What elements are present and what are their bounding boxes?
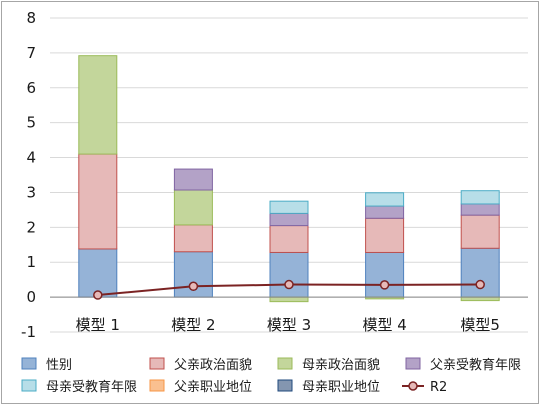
legend-label: 父亲受教育年限 <box>430 357 521 373</box>
bar-segment <box>460 214 500 249</box>
bar-segment <box>269 212 309 227</box>
legend-swatch <box>405 357 421 370</box>
r2-point <box>379 280 390 290</box>
legend-swatch <box>21 357 37 370</box>
legend-marker-swatch <box>408 381 418 391</box>
bar-segment <box>365 217 405 253</box>
legend-swatch <box>21 379 37 392</box>
legend-label: 母亲受教育年限 <box>46 379 137 395</box>
r2-point <box>93 290 103 300</box>
legend-label: 父亲政治面貌 <box>174 358 252 373</box>
y-tick-label: 5 <box>26 114 36 132</box>
bar-segment <box>173 189 213 226</box>
legend-label: 母亲政治面貌 <box>302 358 380 373</box>
bar-segment <box>460 296 500 302</box>
legend-label: 性别 <box>46 358 72 373</box>
bar-segment <box>365 205 405 219</box>
x-axis-category-labels: 模型 1 模型 2 模型 3 模型 4 模型5 <box>76 316 500 334</box>
bar-segment <box>365 251 405 298</box>
x-category-label: 模型 3 <box>267 316 311 334</box>
r2-point <box>284 279 294 290</box>
legend-label: 母亲职业地位 <box>302 380 380 395</box>
legend-label: R2 <box>430 380 447 395</box>
bar-segment <box>173 224 213 253</box>
bar-segment <box>365 192 405 207</box>
bar-segment <box>269 200 309 214</box>
y-tick-label: 0 <box>26 288 36 306</box>
bar-segment <box>460 247 500 298</box>
legend-swatch <box>277 379 293 392</box>
legend-item: 性别 <box>21 357 72 373</box>
r2-point <box>475 279 485 290</box>
bar-segment <box>173 168 213 191</box>
x-category-label: 模型 2 <box>171 316 215 334</box>
bar-segment <box>269 251 309 298</box>
y-tick-label: 6 <box>26 79 36 97</box>
legend-swatch <box>149 357 165 370</box>
legend-swatch <box>149 379 165 392</box>
x-category-label: 模型 1 <box>76 316 120 334</box>
y-tick-label: 2 <box>26 218 36 236</box>
legend-item: 母亲职业地位 <box>277 379 380 395</box>
y-tick-label: 1 <box>26 253 36 271</box>
legend-item: 母亲政治面貌 <box>277 357 380 373</box>
legend-label: 父亲职业地位 <box>174 380 252 395</box>
r2-point <box>188 281 199 292</box>
bar-segment <box>78 153 118 250</box>
y-tick-label: -1 <box>21 323 36 341</box>
r2-line-series <box>93 279 485 300</box>
y-tick-label: 3 <box>26 183 36 201</box>
x-category-label: 模型 4 <box>362 316 406 334</box>
legend-item: 父亲受教育年限 <box>405 357 521 373</box>
bar-segment <box>269 296 309 303</box>
legend-item: R2 <box>402 380 447 395</box>
y-axis-tick-labels: -1 0 1 2 3 4 5 6 7 8 <box>21 9 36 341</box>
y-tick-label: 8 <box>26 9 36 27</box>
bar-segment <box>78 248 118 298</box>
legend-item: 父亲政治面貌 <box>149 357 252 373</box>
legend-item: 母亲受教育年限 <box>21 379 137 395</box>
bar-segment <box>269 225 309 253</box>
legend-item: 父亲职业地位 <box>149 379 252 395</box>
bars <box>78 55 500 303</box>
y-tick-label: 4 <box>26 149 36 167</box>
bar-segment <box>460 190 500 205</box>
y-tick-label: 7 <box>26 44 36 62</box>
x-category-label: 模型5 <box>460 316 500 334</box>
bar-segment <box>78 55 118 155</box>
bar-segment <box>460 203 500 216</box>
legend-swatch <box>277 357 293 370</box>
